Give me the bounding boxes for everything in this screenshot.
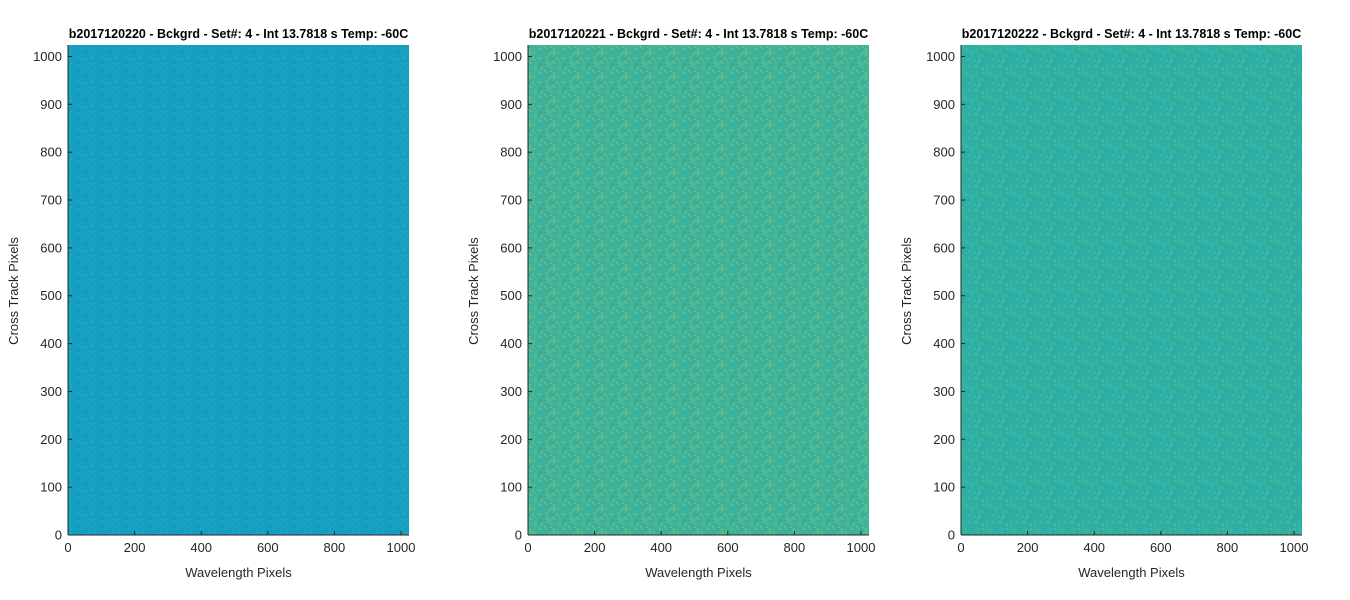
- y-tick-label: 500: [933, 288, 955, 303]
- x-tick-label: 800: [1217, 540, 1239, 555]
- y-tick-label: 900: [40, 97, 62, 112]
- x-tick-label: 400: [190, 540, 212, 555]
- x-tick-label: 1000: [847, 540, 876, 555]
- x-axis-label: Wavelength Pixels: [645, 565, 752, 580]
- y-tick-label: 800: [500, 145, 522, 160]
- x-tick-label: 1000: [1280, 540, 1309, 555]
- y-tick-label: 100: [40, 480, 62, 495]
- x-tick-label: 1000: [387, 540, 416, 555]
- y-tick-label: 600: [933, 240, 955, 255]
- y-tick-label: 0: [515, 528, 522, 543]
- x-tick-label: 200: [584, 540, 606, 555]
- x-tick-label: 800: [324, 540, 346, 555]
- x-tick-label: 800: [784, 540, 806, 555]
- y-tick-label: 300: [933, 384, 955, 399]
- y-tick-label: 0: [55, 528, 62, 543]
- chart-panel-2: 0 200 400 600 800 1000 0 100 200 300 400 500 600 700 8…: [466, 27, 875, 580]
- chart-title: b2017120222 - Bckgrd - Set#: 4 - Int 13.…: [962, 27, 1302, 41]
- y-axis-label: Cross Track Pixels: [6, 237, 21, 345]
- y-tick-label: 800: [40, 145, 62, 160]
- chart-title: b2017120221 - Bckgrd - Set#: 4 - Int 13.…: [529, 27, 869, 41]
- x-tick-label: 600: [1150, 540, 1172, 555]
- y-tick-label: 600: [500, 240, 522, 255]
- y-tick-label: 1000: [33, 49, 62, 64]
- y-tick-label: 100: [500, 480, 522, 495]
- y-tick-label: 200: [933, 432, 955, 447]
- x-tick-label: 600: [717, 540, 739, 555]
- x-tick-label: 0: [957, 540, 964, 555]
- x-axis-label: Wavelength Pixels: [185, 565, 292, 580]
- y-tick-label: 500: [40, 288, 62, 303]
- y-tick-label: 900: [933, 97, 955, 112]
- y-axis-label: Cross Track Pixels: [899, 237, 914, 345]
- y-tick-label: 0: [948, 528, 955, 543]
- y-tick-label: 500: [500, 288, 522, 303]
- heatmap-image: [961, 45, 1302, 535]
- x-tick-label: 400: [1083, 540, 1105, 555]
- y-tick-label: 200: [500, 432, 522, 447]
- y-tick-label: 100: [933, 480, 955, 495]
- chart-panel-3: 0 200 400 600 800 1000 0 100 200 300 400 500 600 700 8…: [899, 27, 1308, 580]
- y-tick-label: 1000: [493, 49, 522, 64]
- y-tick-label: 900: [500, 97, 522, 112]
- heatmap-image: [528, 45, 869, 535]
- x-axis-label: Wavelength Pixels: [1078, 565, 1185, 580]
- y-tick-label: 400: [500, 336, 522, 351]
- y-tick-label: 800: [933, 145, 955, 160]
- y-tick-label: 300: [40, 384, 62, 399]
- y-tick-label: 300: [500, 384, 522, 399]
- y-tick-label: 200: [40, 432, 62, 447]
- y-tick-label: 600: [40, 240, 62, 255]
- x-tick-label: 200: [124, 540, 146, 555]
- y-tick-label: 400: [933, 336, 955, 351]
- y-tick-label: 700: [500, 193, 522, 208]
- y-tick-label: 400: [40, 336, 62, 351]
- y-tick-label: 700: [40, 193, 62, 208]
- x-tick-label: 400: [650, 540, 672, 555]
- chart-title: b2017120220 - Bckgrd - Set#: 4 - Int 13.…: [69, 27, 409, 41]
- x-tick-label: 200: [1017, 540, 1039, 555]
- y-tick-label: 700: [933, 193, 955, 208]
- x-tick-label: 0: [524, 540, 531, 555]
- y-axis-label: Cross Track Pixels: [466, 237, 481, 345]
- y-tick-label: 1000: [926, 49, 955, 64]
- chart-panel-1: 0 200 400 600 800 1000 0 100 200 300 400 500 600 700 8…: [6, 27, 415, 580]
- x-tick-label: 600: [257, 540, 279, 555]
- x-tick-label: 0: [64, 540, 71, 555]
- heatmap-image: [68, 45, 409, 535]
